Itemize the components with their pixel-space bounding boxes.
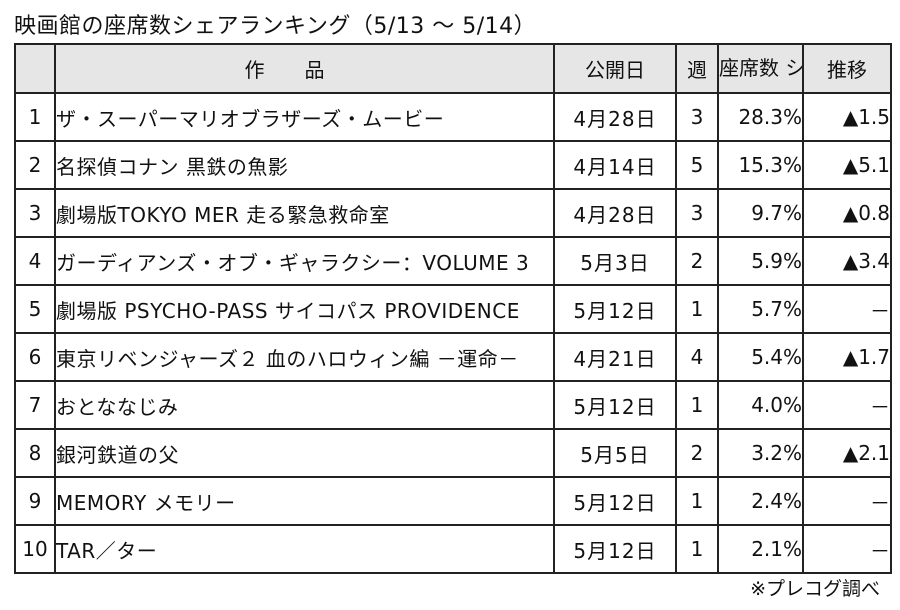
- table-row: 7 おとななじみ 5月12日 1 4.0% －: [14, 380, 892, 430]
- seat-share-cell: 3.2%: [717, 428, 804, 478]
- table-row: 3 劇場版TOKYO MER 走る緊急救命室 4月28日 3 9.7% ▲0.8: [14, 188, 892, 238]
- title-cell: MEMORY メモリー: [54, 476, 555, 526]
- seat-share-cell: 4.0%: [717, 380, 804, 430]
- rank-cell: 10: [14, 524, 56, 574]
- release-date-cell: 5月12日: [553, 476, 677, 526]
- trend-cell: ▲0.8: [802, 188, 892, 238]
- seat-share-cell: 15.3%: [717, 140, 804, 190]
- table-row: 1 ザ・スーパーマリオブラザーズ・ムービー 4月28日 3 28.3% ▲1.5: [14, 92, 892, 142]
- week-cell: 1: [675, 476, 719, 526]
- trend-cell: －: [802, 380, 892, 430]
- table-row: 2 名探偵コナン 黒鉄の魚影 4月14日 5 15.3% ▲5.1: [14, 140, 892, 190]
- title-cell: 劇場版TOKYO MER 走る緊急救命室: [54, 188, 555, 238]
- header-rank: [14, 43, 56, 94]
- release-date-cell: 4月14日: [553, 140, 677, 190]
- week-cell: 3: [675, 188, 719, 238]
- release-date-cell: 4月28日: [553, 92, 677, 142]
- week-cell: 1: [675, 524, 719, 574]
- table-row: 10 TAR／ター 5月12日 1 2.1% －: [14, 524, 892, 574]
- title-cell: おとななじみ: [54, 380, 555, 430]
- rank-cell: 1: [14, 92, 56, 142]
- header-release-date: 公開日: [553, 43, 677, 94]
- source-note: ※プレコグ調べ: [750, 578, 880, 600]
- week-cell: 3: [675, 92, 719, 142]
- title-cell: TAR／ター: [54, 524, 555, 574]
- ranking-table: 作品 公開日 週 座席数 シェア 推移 1ザ・スーパーマリオブラザーズ・ムービー…: [14, 43, 892, 574]
- trend-cell: ▲1.5: [802, 92, 892, 142]
- rank-cell: 6: [14, 332, 56, 382]
- table-row: 6 東京リベンジャーズ２ 血のハロウィン編 －運命－ 4月21日 4 5.4% ▲1.7: [14, 332, 892, 382]
- header-title: 作品: [54, 43, 555, 94]
- rank-cell: 3: [14, 188, 56, 238]
- seat-share-cell: 2.1%: [717, 524, 804, 574]
- release-date-cell: 5月12日: [553, 380, 677, 430]
- seat-share-cell: 9.7%: [717, 188, 804, 238]
- seat-share-cell: 5.4%: [717, 332, 804, 382]
- title-cell: 名探偵コナン 黒鉄の魚影: [54, 140, 555, 190]
- page-title: 映画館の座席数シェアランキング（5/13 ～ 5/14）: [14, 14, 537, 39]
- table-header-row: 作品 公開日 週 座席数 シェア 推移: [14, 43, 892, 94]
- trend-cell: －: [802, 284, 892, 334]
- trend-cell: ▲3.4: [802, 236, 892, 286]
- header-seat-share: 座席数 シェア: [717, 43, 804, 94]
- seat-share-cell: 5.7%: [717, 284, 804, 334]
- release-date-cell: 5月3日: [553, 236, 677, 286]
- release-date-cell: 5月5日: [553, 428, 677, 478]
- trend-cell: －: [802, 476, 892, 526]
- rank-cell: 4: [14, 236, 56, 286]
- week-cell: 1: [675, 380, 719, 430]
- week-cell: 5: [675, 140, 719, 190]
- release-date-cell: 5月12日: [553, 524, 677, 574]
- table-row: 5 劇場版 PSYCHO-PASS サイコパス PROVIDENCE 5月12日 1 5…: [14, 284, 892, 334]
- rank-cell: 5: [14, 284, 56, 334]
- seat-share-cell: 2.4%: [717, 476, 804, 526]
- title-cell: 銀河鉄道の父: [54, 428, 555, 478]
- table-row: 8 銀河鉄道の父 5月5日 2 3.2% ▲2.1: [14, 428, 892, 478]
- week-cell: 2: [675, 236, 719, 286]
- seat-share-cell: 5.9%: [717, 236, 804, 286]
- rank-cell: 2: [14, 140, 56, 190]
- title-cell: 劇場版 PSYCHO-PASS サイコパス PROVIDENCE: [54, 284, 555, 334]
- trend-cell: ▲5.1: [802, 140, 892, 190]
- rank-cell: 8: [14, 428, 56, 478]
- title-cell: ガーディアンズ・オブ・ギャラクシー：VOLUME 3: [54, 236, 555, 286]
- table-row: 9 MEMORY メモリー 5月12日 1 2.4% －: [14, 476, 892, 526]
- header-week: 週: [675, 43, 719, 94]
- title-cell: 東京リベンジャーズ２ 血のハロウィン編 －運命－: [54, 332, 555, 382]
- week-cell: 4: [675, 332, 719, 382]
- week-cell: 2: [675, 428, 719, 478]
- trend-cell: ▲1.7: [802, 332, 892, 382]
- trend-cell: －: [802, 524, 892, 574]
- header-trend: 推移: [802, 43, 892, 94]
- rank-cell: 7: [14, 380, 56, 430]
- release-date-cell: 4月21日: [553, 332, 677, 382]
- release-date-cell: 4月28日: [553, 188, 677, 238]
- week-cell: 1: [675, 284, 719, 334]
- trend-cell: ▲2.1: [802, 428, 892, 478]
- title-cell: ザ・スーパーマリオブラザーズ・ムービー: [54, 92, 555, 142]
- table-row: 4 ガーディアンズ・オブ・ギャラクシー：VOLUME 3 5月3日 2 5.9% ▲3.4: [14, 236, 892, 286]
- release-date-cell: 5月12日: [553, 284, 677, 334]
- rank-cell: 9: [14, 476, 56, 526]
- seat-share-cell: 28.3%: [717, 92, 804, 142]
